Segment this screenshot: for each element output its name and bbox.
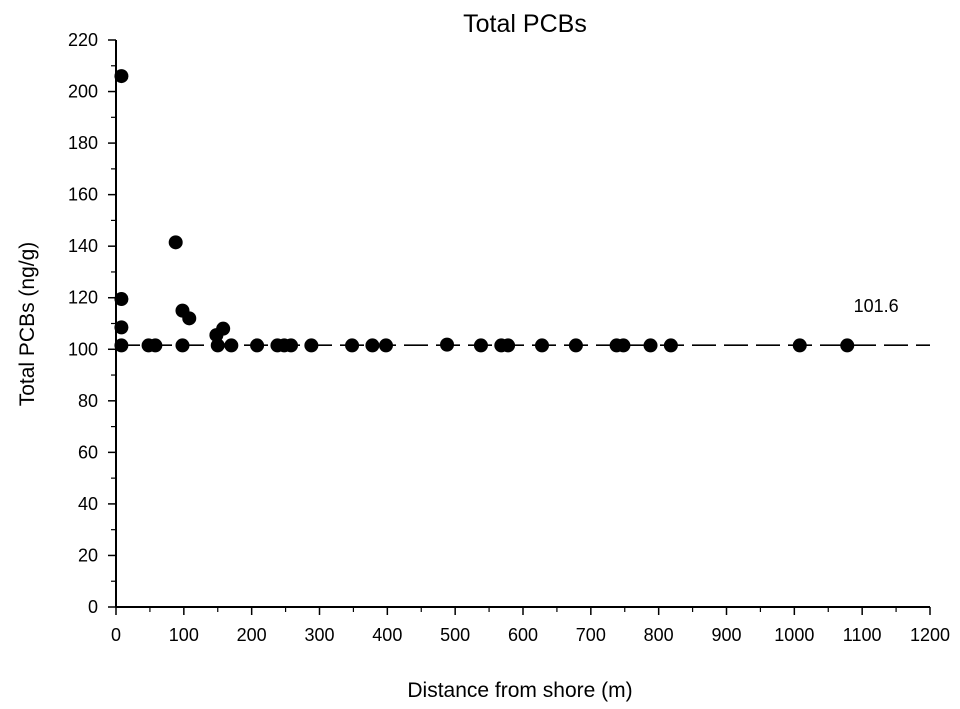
y-tick-label: 140 xyxy=(68,236,98,256)
x-tick-label: 900 xyxy=(711,625,741,645)
x-tick-label: 0 xyxy=(111,625,121,645)
y-tick-label: 60 xyxy=(78,442,98,462)
data-point xyxy=(345,338,360,353)
data-point xyxy=(182,311,197,326)
data-point xyxy=(643,338,658,353)
data-point xyxy=(114,338,129,353)
data-point xyxy=(114,320,129,335)
y-tick-label: 100 xyxy=(68,339,98,359)
x-tick-label: 200 xyxy=(237,625,267,645)
data-point xyxy=(216,321,231,336)
data-points xyxy=(114,69,855,353)
x-tick-label: 1100 xyxy=(843,625,882,645)
data-point xyxy=(440,337,455,352)
x-tick-label: 1200 xyxy=(910,625,950,645)
chart-title: Total PCBs xyxy=(463,10,587,38)
x-tick-label: 400 xyxy=(372,625,402,645)
data-point xyxy=(168,235,183,250)
data-point xyxy=(148,338,163,353)
x-tick-label: 700 xyxy=(576,625,606,645)
data-point xyxy=(250,338,265,353)
reference-line-label: 101.6 xyxy=(854,296,899,316)
y-tick-label: 120 xyxy=(68,288,98,308)
x-axis-label: Distance from shore (m) xyxy=(407,679,632,702)
data-point xyxy=(663,338,678,353)
data-point xyxy=(114,292,129,307)
data-point xyxy=(284,338,299,353)
data-point xyxy=(568,338,583,353)
y-tick-label: 180 xyxy=(68,133,98,153)
axis-ticks: 0 100 200 300 400 500 600 700 800 900 1000 1100 1200… xyxy=(68,30,950,645)
data-point xyxy=(210,338,225,353)
x-tick-label: 100 xyxy=(169,625,199,645)
x-tick-label: 300 xyxy=(304,625,334,645)
y-axis-label: Total PCBs (ng/g) xyxy=(16,242,39,407)
data-point xyxy=(365,338,380,353)
data-point xyxy=(616,338,631,353)
data-point xyxy=(224,338,239,353)
data-point xyxy=(175,338,190,353)
data-point xyxy=(473,338,488,353)
y-tick-label: 160 xyxy=(68,185,98,205)
y-tick-label: 40 xyxy=(78,494,98,514)
x-tick-label: 1000 xyxy=(774,625,814,645)
x-tick-label: 600 xyxy=(508,625,538,645)
y-tick-label: 220 xyxy=(68,30,98,50)
data-point xyxy=(378,338,393,353)
y-tick-label: 200 xyxy=(68,82,98,102)
y-tick-label: 0 xyxy=(88,597,98,617)
y-tick-label: 20 xyxy=(78,545,98,565)
x-tick-label: 500 xyxy=(440,625,470,645)
data-point xyxy=(792,338,807,353)
data-point xyxy=(534,338,549,353)
data-point xyxy=(840,338,855,353)
data-point xyxy=(304,338,319,353)
y-tick-label: 80 xyxy=(78,391,98,411)
data-point xyxy=(501,338,516,353)
data-point xyxy=(114,69,129,84)
x-tick-label: 800 xyxy=(644,625,674,645)
